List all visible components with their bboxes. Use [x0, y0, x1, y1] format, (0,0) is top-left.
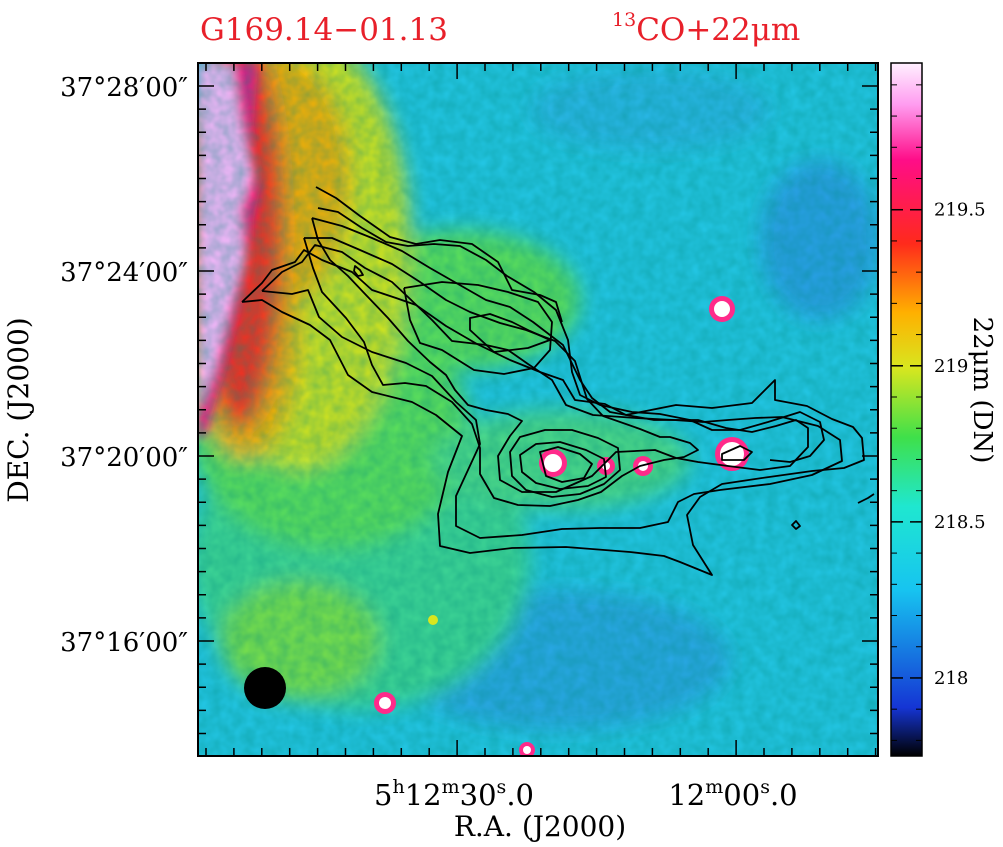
y-tick-label: 37°20′00″	[60, 443, 188, 473]
chart-title-left: G169.14−01.13	[200, 12, 448, 48]
y-axis-label: DEC. (J2000)	[2, 317, 35, 502]
x-axis-label: R.A. (J2000)	[454, 810, 626, 843]
colorbar-tick-label: 218	[934, 668, 968, 689]
y-tick-label: 37°24′00″	[60, 258, 188, 288]
colorbar-tick-label: 219.5	[934, 200, 986, 221]
image-map	[198, 63, 878, 756]
colorbar-tick-label: 218.5	[934, 512, 986, 533]
colorbar-tick-label: 219	[934, 356, 968, 377]
chart-title-right: 13CO+22μm	[612, 9, 800, 48]
x-tick-labels: 5h12m30s.0 12m00s.0	[374, 776, 798, 812]
colorbar-label: 22μm (DN)	[967, 317, 997, 464]
x-tick-label: 5h12m30s.0	[374, 776, 534, 812]
colorbar	[890, 62, 923, 757]
colorbar-ticks: 218 218.5 219 219.5	[891, 84, 986, 741]
beam-marker	[244, 667, 286, 709]
axis-ticks	[198, 63, 878, 756]
y-tick-label: 37°16′00″	[60, 628, 188, 658]
point-sources	[374, 296, 749, 756]
title-superscript: 13	[612, 9, 636, 31]
x-tick-label: 12m00s.0	[668, 776, 797, 812]
title-main: CO+22μm	[636, 12, 800, 48]
y-tick-labels: 37°28′00″ 37°24′00″ 37°20′00″ 37°16′00″	[60, 73, 188, 658]
y-tick-label: 37°28′00″	[60, 73, 188, 103]
co-contours	[241, 186, 875, 576]
